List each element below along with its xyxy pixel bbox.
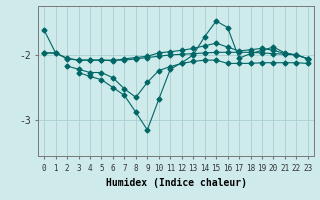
X-axis label: Humidex (Indice chaleur): Humidex (Indice chaleur): [106, 178, 246, 188]
